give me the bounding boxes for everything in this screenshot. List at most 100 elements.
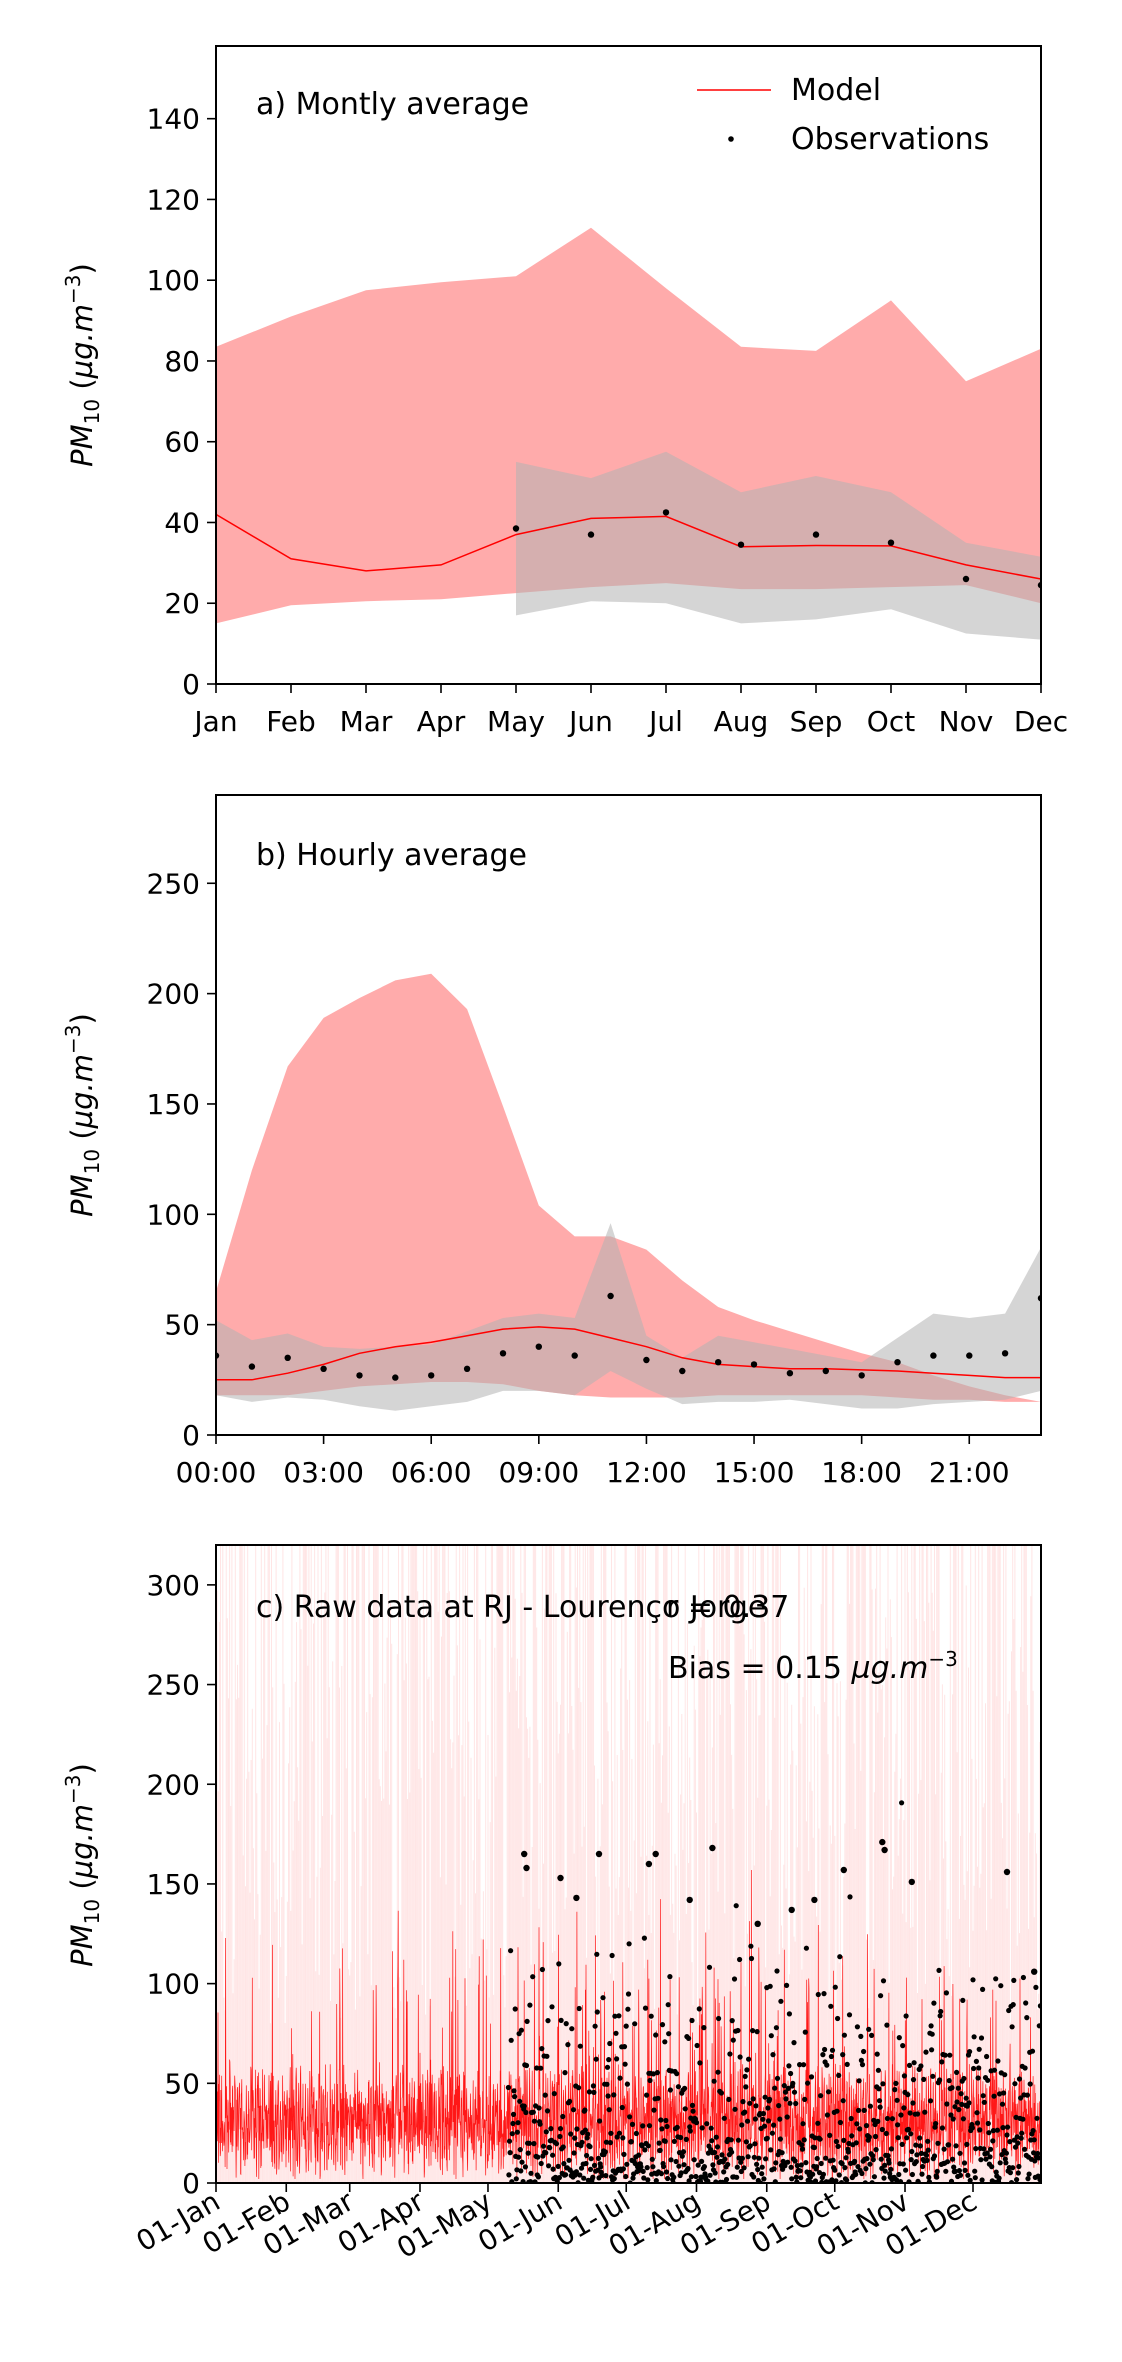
observation-point [549,2004,555,2010]
observation-point [711,2078,717,2084]
y-tick-label: 250 [147,1669,200,1702]
observation-point [516,2154,522,2160]
observation-point [991,2093,997,2099]
observation-point [650,2071,657,2077]
observation-point [781,2083,787,2089]
observation-point [789,2176,795,2182]
observation-point [1020,2116,1026,2122]
observation-point [798,2175,804,2181]
observation-point [510,2111,517,2117]
y-tick-label: 100 [147,1198,200,1231]
observation-point [930,1352,937,1359]
observation-point [859,2062,866,2068]
x-tick-label: Jan [192,705,237,738]
observation-point [556,1961,562,1967]
observation-point [954,2099,960,2105]
observation-point [760,2111,767,2117]
observation-point [802,2096,808,2102]
observation-point [750,1361,758,1368]
x-tick-label: 06:00 [391,1456,472,1489]
y-tick-label: 200 [147,978,200,1011]
observation-point [584,2152,590,2159]
model-line [216,513,1041,580]
observation-point [1010,2165,1016,2171]
observation-point [951,2164,957,2170]
observation-point [568,2131,574,2137]
observation-point [517,2147,523,2153]
observation-point [511,2088,517,2094]
observation-point [990,2138,996,2144]
observation-point [1014,2134,1020,2140]
observation-point [577,2172,583,2178]
observation-point [546,2163,552,2169]
observation-point [894,2097,900,2103]
observation-point [1027,2081,1033,2087]
observation-point [499,1350,507,1357]
observation-point [614,2134,620,2140]
observation-point [957,2150,963,2156]
observation-point [508,1948,514,1954]
observation-point [974,2120,981,2126]
observation-point [875,2118,881,2124]
observation-point [966,2100,972,2106]
observation-point [576,2085,582,2091]
observation-point [686,2178,692,2183]
observation-point [525,2150,531,2156]
observation-point [942,2052,948,2058]
observation-point [964,2141,970,2147]
observation-point [563,2021,569,2027]
observation-point [899,2141,905,2147]
observation-point [761,2123,768,2129]
observation-point [878,1993,884,1999]
observation-point [955,2085,961,2091]
observation-point [1033,1984,1039,1990]
observation-point [570,2107,577,2113]
observation-point [569,2026,575,2032]
observation-point [679,2153,685,2159]
observation-point [1031,2150,1037,2156]
observation-point [587,531,595,538]
panel-a-label: a) Montly average [256,87,529,122]
x-tick-label: Sep [790,705,843,738]
observation-point [821,1991,827,1997]
observation-point [671,2174,677,2180]
observation-point [630,2175,636,2181]
observation-point [833,2178,839,2183]
observation-point [828,2003,834,2009]
observation-point [721,2169,727,2175]
observation-point [785,2085,791,2091]
observation-point [621,2151,627,2157]
observation-point [688,2174,695,2180]
observation-point [548,2126,554,2132]
observation-point [701,2025,707,2031]
observation-point [812,531,820,538]
observation-point [829,2047,836,2053]
observation-point [625,2006,631,2012]
observation-point [935,2140,941,2146]
observation-point [1036,2155,1041,2161]
observation-point [799,2146,806,2152]
observation-point [919,2171,925,2177]
observation-point [671,2138,678,2144]
observation-point [1031,1968,1038,1975]
observation-point [561,2161,567,2167]
panel-a: 0 20 40 60 80 100 120 140 Jan Feb Mar Apr May Jun Jul A… [61,45,1068,738]
observation-point [641,2175,647,2181]
observation-point [845,2149,851,2155]
observation-point [768,2033,774,2039]
y-tick-label: 0 [182,2167,200,2200]
observation-point [248,1363,256,1370]
observation-point [892,2087,898,2093]
observation-point [663,2169,670,2175]
observation-point [747,2100,753,2106]
observation-point [939,2125,946,2131]
observation-point [803,1945,810,1951]
observation-point [523,2109,529,2116]
observation-point [608,2130,614,2136]
observation-point [706,1964,713,1970]
observation-point [913,2142,919,2148]
observation-point [950,2116,956,2122]
observation-point [1001,2090,1007,2096]
observation-point [571,1352,578,1359]
observation-point [574,2126,580,2132]
